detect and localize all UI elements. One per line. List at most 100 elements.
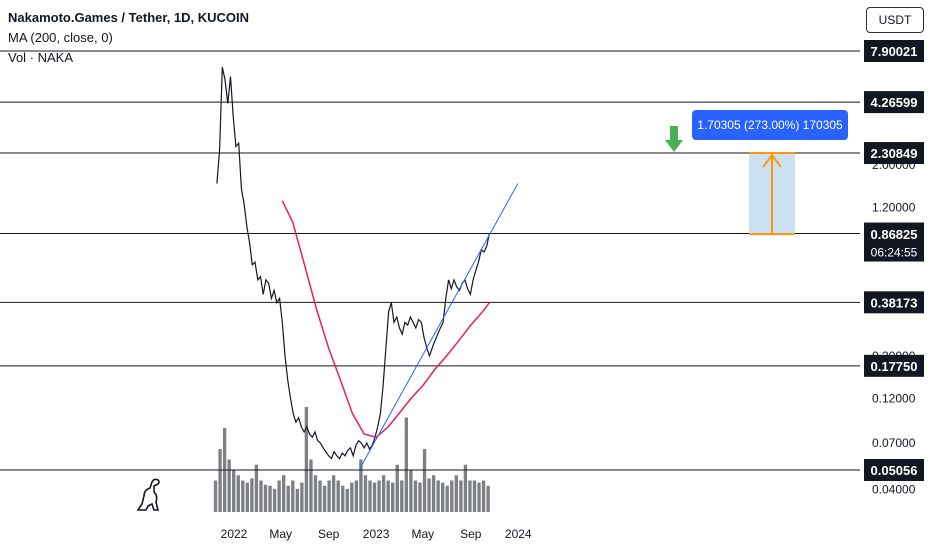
level-label-0: 7.90021 xyxy=(871,44,918,59)
level-badge-4 xyxy=(864,291,924,314)
volume-bar xyxy=(377,480,381,512)
volume-bars xyxy=(213,407,490,512)
volume-bar xyxy=(291,480,295,512)
volume-bar xyxy=(409,470,413,512)
volume-bar xyxy=(477,482,481,512)
volume-bar xyxy=(245,482,250,512)
volume-bar xyxy=(254,464,259,512)
countdown-badge xyxy=(864,243,924,262)
volume-bar xyxy=(250,478,254,512)
volume-bar xyxy=(372,482,377,512)
volume-bar xyxy=(459,480,463,512)
volume-bar xyxy=(331,475,336,512)
volume-bar xyxy=(472,480,477,512)
symbol-title[interactable]: Nakamoto.Games / Tether, 1D, KUCOIN xyxy=(8,10,250,25)
volume-bar xyxy=(400,480,404,512)
volume-bar xyxy=(282,475,286,512)
volume-bar xyxy=(272,488,277,512)
ma-indicator-label[interactable]: MA (200, close, 0) xyxy=(8,30,113,45)
volume-bar xyxy=(468,480,472,512)
volume-bar xyxy=(368,480,372,512)
volume-bar xyxy=(418,482,422,512)
volume-bar xyxy=(295,488,299,512)
x-tick-4: May xyxy=(412,527,435,541)
volume-bar xyxy=(454,475,458,512)
time-axis: 2022 May Sep 2023 May Sep 2024 xyxy=(221,527,532,541)
level-label-6: 0.05056 xyxy=(871,463,918,478)
volume-bar xyxy=(313,475,318,512)
measure-tool xyxy=(749,152,795,236)
arrow-down-icon-shaft xyxy=(670,126,678,142)
countdown-label: 06:24:55 xyxy=(871,246,918,260)
level-label-1: 4.26599 xyxy=(871,95,918,110)
x-tick-2: Sep xyxy=(318,527,340,541)
volume-bar xyxy=(441,482,445,512)
chart-legend: Nakamoto.Games / Tether, 1D, KUCOIN MA (… xyxy=(8,8,249,68)
x-tick-0: 2022 xyxy=(221,527,248,541)
volume-bar xyxy=(413,480,418,512)
ma-line xyxy=(281,200,490,439)
arrow-down-icon xyxy=(665,140,683,152)
volume-bar xyxy=(341,485,345,512)
volume-bar xyxy=(381,475,386,512)
volume-bar xyxy=(222,428,227,512)
volume-bar xyxy=(481,480,486,512)
volume-bar xyxy=(350,482,354,512)
volume-bar xyxy=(268,485,272,512)
currency-button[interactable]: USDT xyxy=(866,7,924,33)
y-tick-3: 0.12000 xyxy=(872,391,916,405)
volume-bar xyxy=(345,488,349,512)
x-tick-3: 2023 xyxy=(363,527,390,541)
price-series xyxy=(216,67,490,460)
trendline[interactable] xyxy=(358,183,519,472)
volume-bar xyxy=(486,485,490,512)
volume-bar xyxy=(463,464,468,512)
volume-bar xyxy=(232,470,236,512)
volume-bar xyxy=(445,485,449,512)
x-tick-6: 2024 xyxy=(505,527,532,541)
volume-bar xyxy=(363,475,368,512)
y-tick-1: 1.20000 xyxy=(872,200,916,214)
volume-bar xyxy=(422,449,427,512)
volume-bar xyxy=(227,459,231,512)
volume-bar xyxy=(431,475,436,512)
volume-bar xyxy=(300,482,304,512)
price-level-labels: 7.900214.265992.308490.874730.381730.177… xyxy=(864,40,924,481)
level-badge-1 xyxy=(864,91,924,114)
volume-bar xyxy=(427,478,431,512)
y-tick-5: 0.04000 xyxy=(872,482,916,496)
volume-bar xyxy=(304,407,309,512)
volume-bar xyxy=(354,480,359,512)
level-badge-6 xyxy=(864,459,924,481)
volume-bar xyxy=(218,449,222,512)
volume-bar xyxy=(322,485,327,512)
volume-indicator-label[interactable]: Vol · NAKA xyxy=(8,50,74,65)
volume-bar xyxy=(318,480,322,512)
y-tick-4: 0.07000 xyxy=(872,436,916,450)
volume-bar xyxy=(391,482,395,512)
volume-bar xyxy=(436,480,440,512)
price-axis: 2.000001.200000.200000.120000.070000.040… xyxy=(872,158,916,496)
extra-price-label-0: 0.86825 xyxy=(871,227,918,242)
level-badge-5 xyxy=(864,354,924,377)
dinosaur-logo-icon[interactable] xyxy=(134,476,164,512)
volume-bar xyxy=(259,480,263,512)
volume-bar xyxy=(236,475,240,512)
level-label-5: 0.17750 xyxy=(871,359,918,374)
volume-bar xyxy=(241,480,245,512)
volume-bar xyxy=(336,480,340,512)
volume-bar xyxy=(450,480,454,512)
x-tick-5: Sep xyxy=(460,527,482,541)
time-axis-bg xyxy=(0,517,860,550)
volume-bar xyxy=(286,485,290,512)
arrow-up-icon-head xyxy=(762,153,782,168)
x-tick-1: May xyxy=(269,527,292,541)
volume-bar xyxy=(277,480,281,512)
volume-bar xyxy=(386,480,390,512)
volume-bar xyxy=(359,459,363,512)
volume-bar xyxy=(263,484,268,512)
level-label-2: 2.30849 xyxy=(871,146,918,161)
horizontal-levels xyxy=(0,50,860,471)
extra-price-badge-0 xyxy=(864,223,924,246)
